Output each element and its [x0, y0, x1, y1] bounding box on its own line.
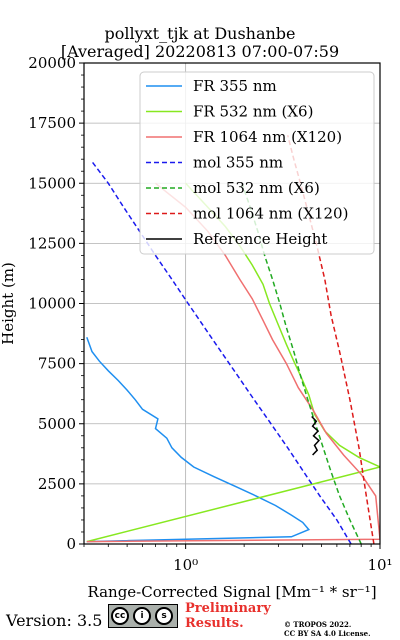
preliminary-line-1: Preliminary: [185, 601, 271, 616]
preliminary-line-2: Results.: [185, 616, 244, 631]
chart-title-line-1: pollyxt_tjk at Dushanbe: [104, 24, 296, 43]
y-tick-label: 17500: [28, 114, 76, 132]
x-axis-label: Range-Corrected Signal [Mm⁻¹ * sr⁻¹]: [87, 583, 376, 600]
y-tick-label: 7500: [38, 355, 76, 373]
preliminary-notice: Preliminary Results.: [185, 601, 271, 631]
series-line: [311, 415, 320, 456]
copyright-notice: © TROPOS 2022. CC BY SA 4.0 License.: [284, 620, 371, 638]
legend-box: [139, 71, 375, 255]
series-line: [91, 161, 352, 544]
y-tick-label: 5000: [38, 415, 76, 433]
series-line: [241, 183, 362, 544]
legend: FR 355 nm FR 532 nm (X6) FR 1064 nm (X120)…: [139, 71, 375, 255]
legend-entry-label: FR 355 nm: [193, 77, 277, 95]
copyright-line-2: CC BY SA 4.0 License.: [284, 629, 371, 638]
version-label: Version: 3.5: [6, 611, 103, 630]
y-tick-label: 12500: [28, 234, 76, 252]
series-line: [86, 336, 311, 543]
copyright-line-1: © TROPOS 2022.: [284, 620, 352, 629]
legend-entry-label: mol 1064 nm (X120): [193, 205, 348, 223]
y-tick-label: 20000: [28, 54, 76, 72]
share-alike-icon: s: [155, 607, 173, 625]
attribution-icon: i: [133, 607, 151, 625]
y-tick-label: 10000: [28, 295, 76, 313]
x-tick-label: 10⁰: [173, 556, 198, 574]
x-tick-label: 10¹: [367, 556, 392, 574]
chart-title-line-2: [Averaged] 20220813 07:00-07:59: [60, 42, 340, 61]
cc-license-badge[interactable]: cc i s: [108, 604, 178, 628]
y-tick-label: 0: [66, 535, 76, 553]
cc-icon: cc: [111, 607, 129, 625]
y-tick-label: 2500: [38, 475, 76, 493]
y-axis-label: Height (m): [0, 262, 17, 345]
y-tick-label: 15000: [28, 174, 76, 192]
lidar-profile-chart: 0 2500 5000 7500 10000 12500 15000 17500 20000 10…: [0, 54, 393, 600]
legend-entry-label: Reference Height: [193, 230, 327, 248]
legend-entry-label: FR 1064 nm (X120): [193, 128, 342, 146]
legend-entry-label: mol 355 nm: [193, 154, 283, 172]
legend-entry-label: mol 532 nm (X6): [193, 179, 320, 197]
legend-entry-label: FR 532 nm (X6): [193, 103, 313, 121]
